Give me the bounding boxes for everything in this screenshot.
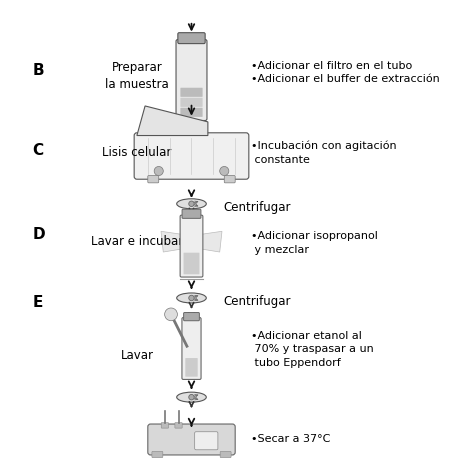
Text: Lavar e incubar: Lavar e incubar	[91, 235, 183, 248]
Text: Lisis celular: Lisis celular	[102, 146, 172, 159]
Circle shape	[189, 295, 194, 301]
FancyBboxPatch shape	[181, 88, 202, 97]
Text: Lavar: Lavar	[120, 349, 154, 362]
FancyBboxPatch shape	[148, 175, 159, 183]
Text: D: D	[32, 227, 45, 242]
Polygon shape	[137, 106, 208, 136]
Text: B: B	[32, 64, 44, 78]
Text: •Incubación con agitación
 constante: •Incubación con agitación constante	[251, 141, 396, 164]
FancyBboxPatch shape	[224, 175, 235, 183]
Polygon shape	[201, 231, 222, 252]
Ellipse shape	[177, 293, 206, 303]
Text: •Secar a 37°C: •Secar a 37°C	[251, 435, 330, 445]
Text: E: E	[32, 295, 43, 310]
FancyBboxPatch shape	[181, 108, 202, 117]
FancyBboxPatch shape	[195, 432, 218, 450]
Text: Preparar
la muestra: Preparar la muestra	[105, 61, 169, 91]
Circle shape	[220, 166, 229, 175]
FancyBboxPatch shape	[175, 423, 182, 428]
FancyBboxPatch shape	[183, 253, 200, 274]
Text: •Adicionar etanol al
 70% y traspasar a un
 tubo Eppendorf: •Adicionar etanol al 70% y traspasar a u…	[251, 331, 374, 368]
Ellipse shape	[177, 392, 206, 402]
Ellipse shape	[177, 199, 206, 209]
Polygon shape	[161, 231, 182, 252]
FancyBboxPatch shape	[180, 215, 203, 277]
Circle shape	[189, 394, 194, 400]
FancyBboxPatch shape	[176, 39, 207, 120]
Circle shape	[189, 201, 194, 207]
Text: •Adicionar el filtro en el tubo
•Adicionar el buffer de extracción: •Adicionar el filtro en el tubo •Adicion…	[251, 61, 439, 84]
FancyBboxPatch shape	[182, 209, 201, 219]
FancyBboxPatch shape	[161, 423, 169, 428]
FancyBboxPatch shape	[178, 33, 205, 44]
Circle shape	[164, 308, 177, 321]
FancyBboxPatch shape	[148, 424, 235, 455]
Text: C: C	[32, 143, 43, 158]
Text: Centrifugar: Centrifugar	[223, 295, 291, 308]
FancyBboxPatch shape	[182, 318, 201, 379]
Circle shape	[154, 166, 163, 175]
FancyBboxPatch shape	[185, 358, 198, 377]
FancyBboxPatch shape	[152, 451, 163, 458]
FancyBboxPatch shape	[134, 133, 249, 179]
FancyBboxPatch shape	[183, 312, 200, 321]
Text: •Adicionar isopropanol
 y mezclar: •Adicionar isopropanol y mezclar	[251, 231, 377, 255]
Text: Centrifugar: Centrifugar	[223, 201, 291, 214]
FancyBboxPatch shape	[220, 451, 231, 458]
FancyBboxPatch shape	[181, 98, 202, 107]
